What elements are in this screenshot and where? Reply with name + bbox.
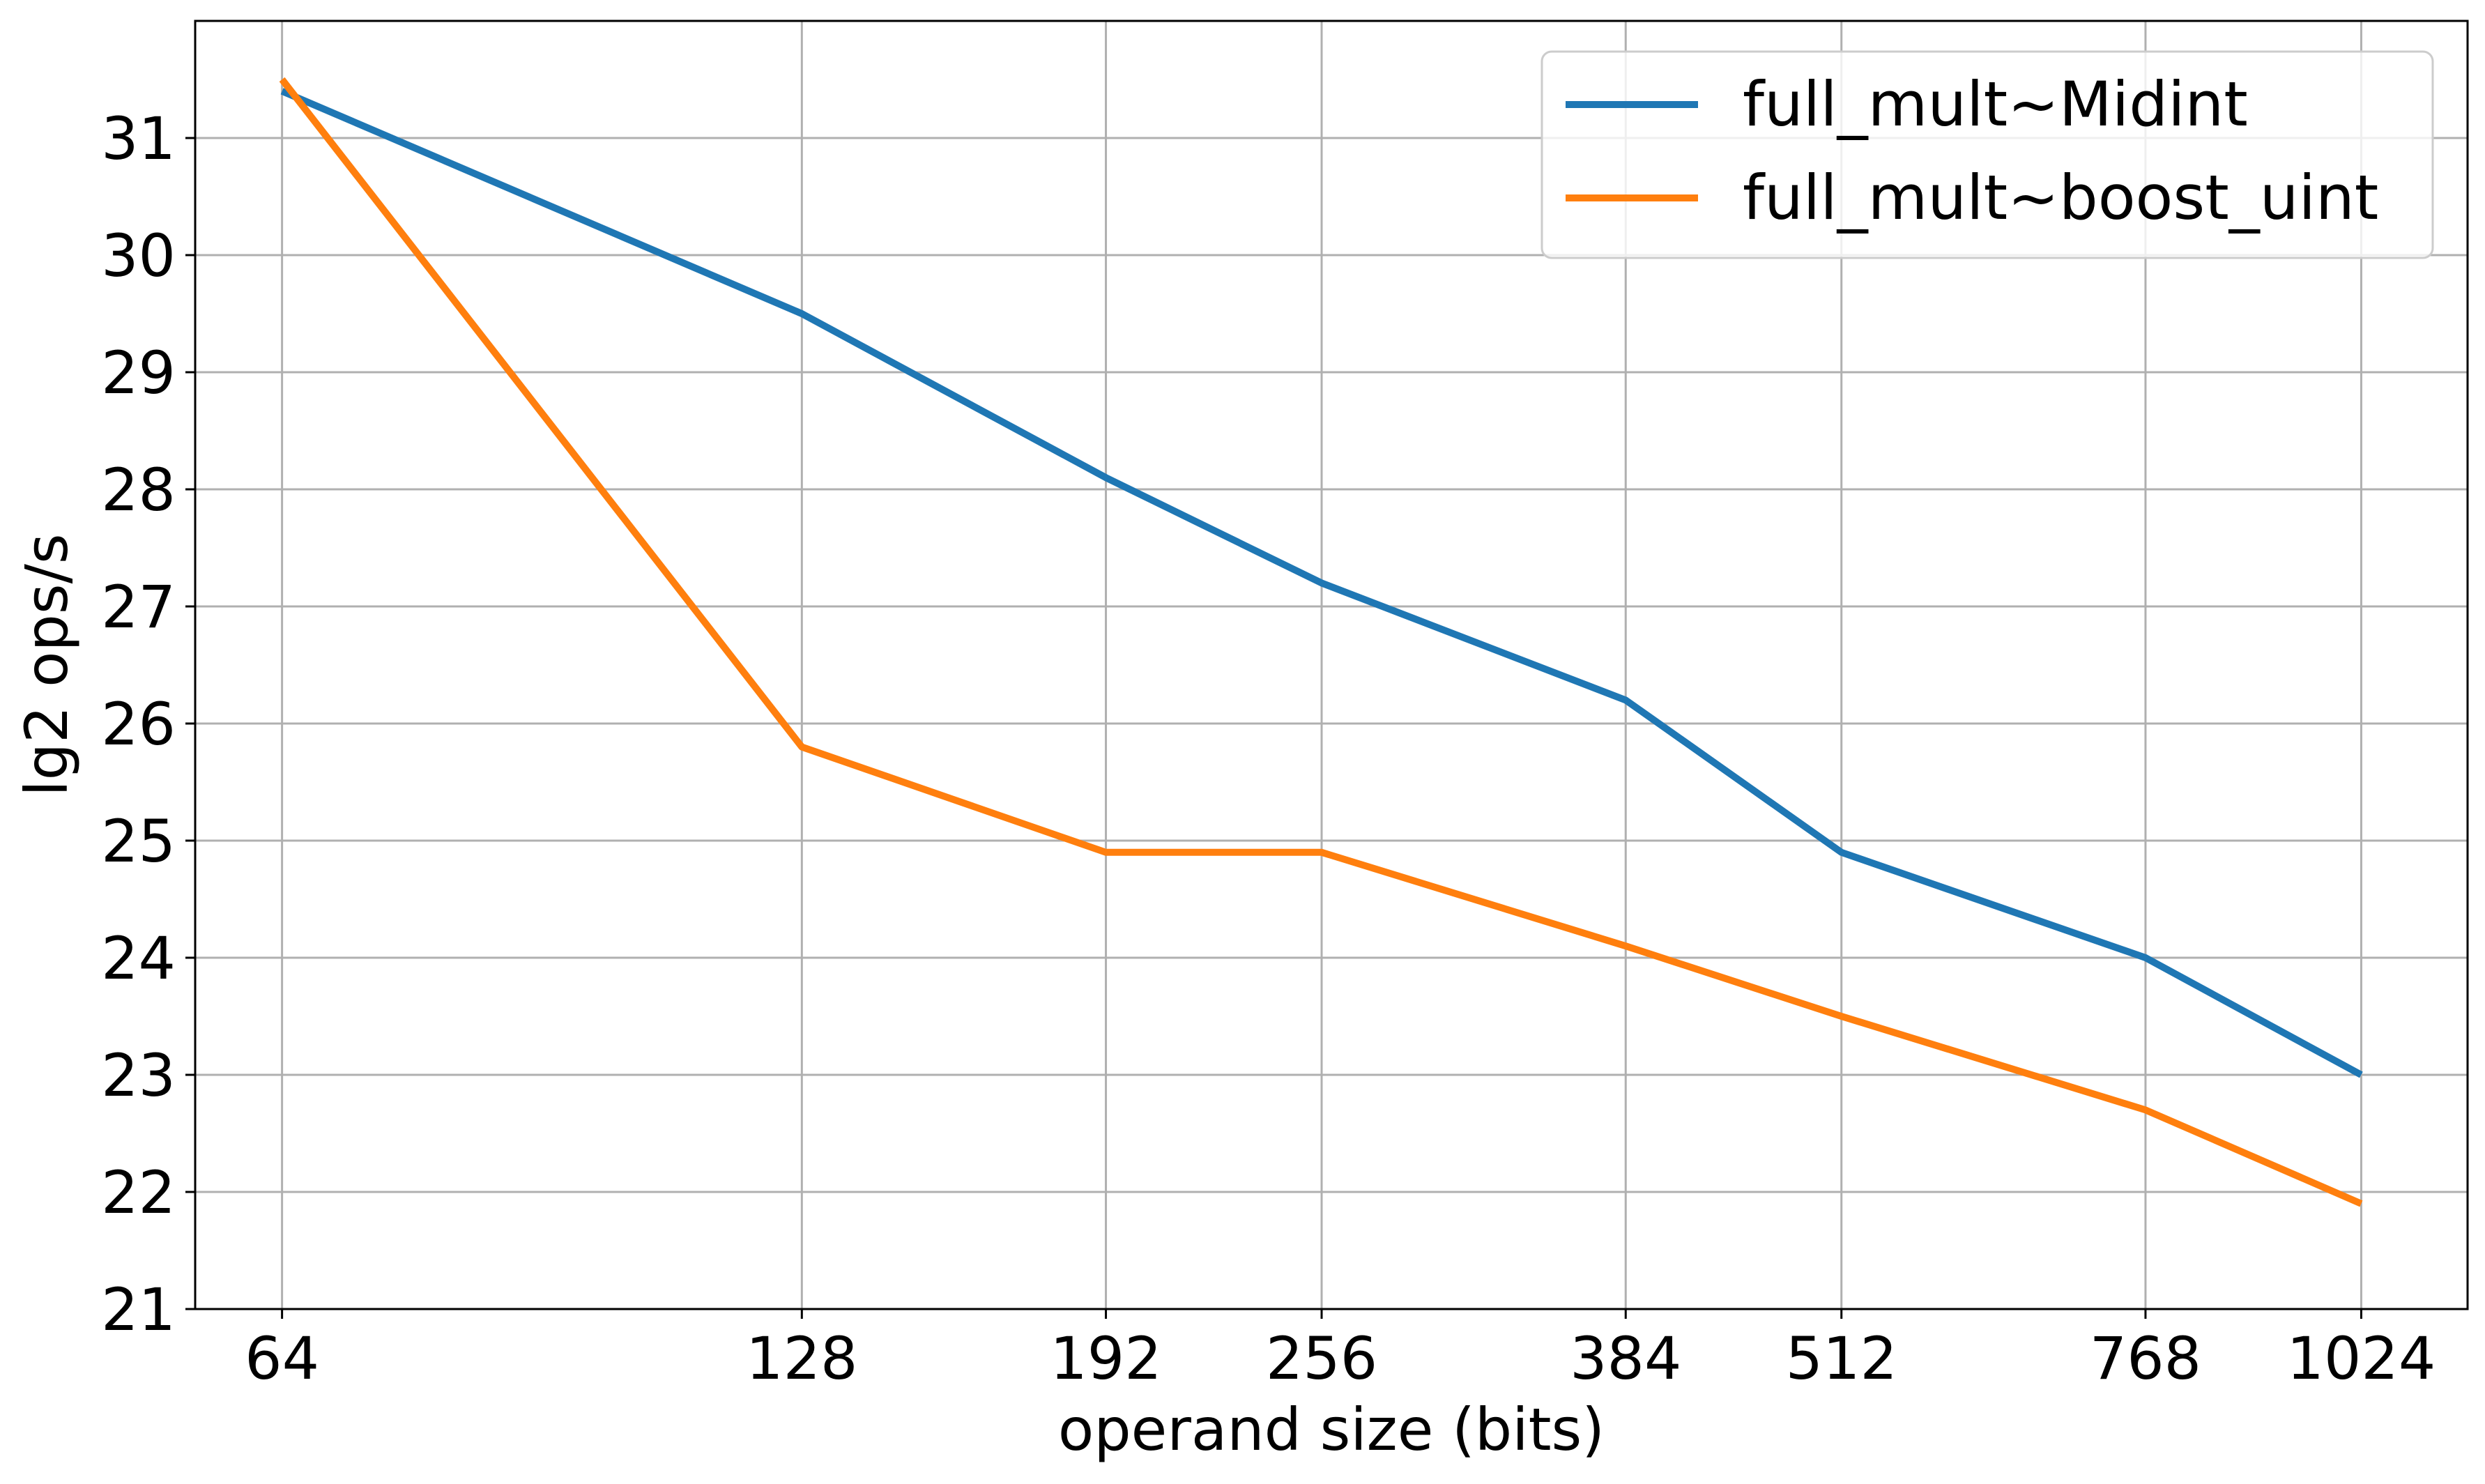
x-tick-label: 128 <box>746 1324 857 1393</box>
y-tick-label: 21 <box>101 1276 176 1344</box>
x-tick-label: 64 <box>245 1324 319 1393</box>
y-tick-label: 29 <box>101 339 176 407</box>
x-axis-label: operand size (bits) <box>1058 1395 1605 1464</box>
y-tick-label: 22 <box>101 1158 176 1227</box>
y-tick-label: 28 <box>101 456 176 524</box>
y-tick-label: 25 <box>101 807 176 875</box>
data-point <box>1103 849 1110 856</box>
data-point <box>1103 474 1110 481</box>
data-point <box>1838 849 1845 856</box>
x-tick-label: 256 <box>1266 1324 1377 1393</box>
series-line-1 <box>279 77 2363 1207</box>
plot-frame <box>194 20 2469 1310</box>
legend-label: full_mult~boost_uint <box>1743 162 2378 234</box>
data-point <box>2142 1106 2149 1113</box>
legend-label: full_mult~Midint <box>1743 68 2248 140</box>
legend: full_mult~Midint full_mult~boost_uint <box>1540 50 2434 259</box>
x-tick-label: 512 <box>1786 1324 1897 1393</box>
y-tick-label: 24 <box>101 924 176 993</box>
data-point <box>1838 1013 1845 1020</box>
data-point <box>1318 849 1325 856</box>
y-tick-label: 31 <box>101 105 176 173</box>
data-point <box>798 744 805 751</box>
x-tick-label: 768 <box>2090 1324 2201 1393</box>
data-point <box>1318 579 1325 586</box>
legend-box <box>1540 50 2434 259</box>
x-tick-label: 1024 <box>2287 1324 2436 1393</box>
data-point <box>1622 696 1629 703</box>
y-tick-label: 30 <box>101 222 176 290</box>
data-point <box>279 88 286 95</box>
data-point <box>2357 1071 2364 1078</box>
x-tick-label: 384 <box>1570 1324 1681 1393</box>
y-tick-label: 23 <box>101 1041 176 1110</box>
x-tick-label: 192 <box>1050 1324 1161 1393</box>
y-axis-label: lg2 ops/s <box>13 533 81 796</box>
data-point <box>798 310 805 317</box>
data-point <box>2357 1200 2364 1207</box>
series-line-0 <box>280 88 2363 1078</box>
axis-ticks: 64 128 192 256 384 512 768 1024 21 22 23 24 25 26 27 28… <box>101 105 2436 1393</box>
series-lines <box>279 76 2364 1207</box>
y-tick-label: 26 <box>101 690 176 758</box>
y-tick-label: 27 <box>101 573 176 641</box>
data-point <box>1622 942 1629 949</box>
data-point <box>2142 954 2149 961</box>
data-point <box>279 76 286 83</box>
